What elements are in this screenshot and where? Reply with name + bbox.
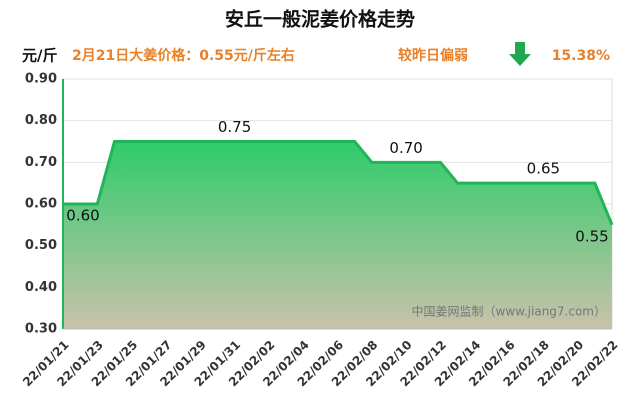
value-label: 0.55 (575, 227, 608, 245)
y-tick-label: 0.50 (25, 238, 57, 253)
line (63, 140, 614, 226)
chart-title: 安丘一般泥姜价格走势 (225, 8, 415, 31)
value-label: 0.65 (527, 160, 560, 178)
area (63, 141, 612, 329)
subtitle: 2月21日大姜价格：0.55元/斤左右 (72, 47, 295, 64)
down-arrow (509, 42, 531, 66)
value-label: 0.70 (389, 139, 422, 157)
y-tick-label: 0.60 (25, 197, 57, 212)
value-label: 0.60 (66, 207, 99, 225)
y-tick-label: 0.70 (25, 155, 57, 170)
watermark: 中国姜网监制（www.jiang7.com） (412, 304, 606, 319)
change-value: 15.38% (552, 48, 610, 64)
value-label: 0.75 (218, 118, 251, 136)
trend-label: 较昨日偏弱 (398, 47, 468, 64)
y-tick-label: 0.80 (25, 113, 57, 128)
y-tick-label: 0.90 (25, 72, 57, 87)
unit-label: 元/斤 (22, 47, 57, 65)
y-tick-label: 0.30 (25, 322, 57, 337)
y-tick-label: 0.40 (25, 280, 57, 295)
